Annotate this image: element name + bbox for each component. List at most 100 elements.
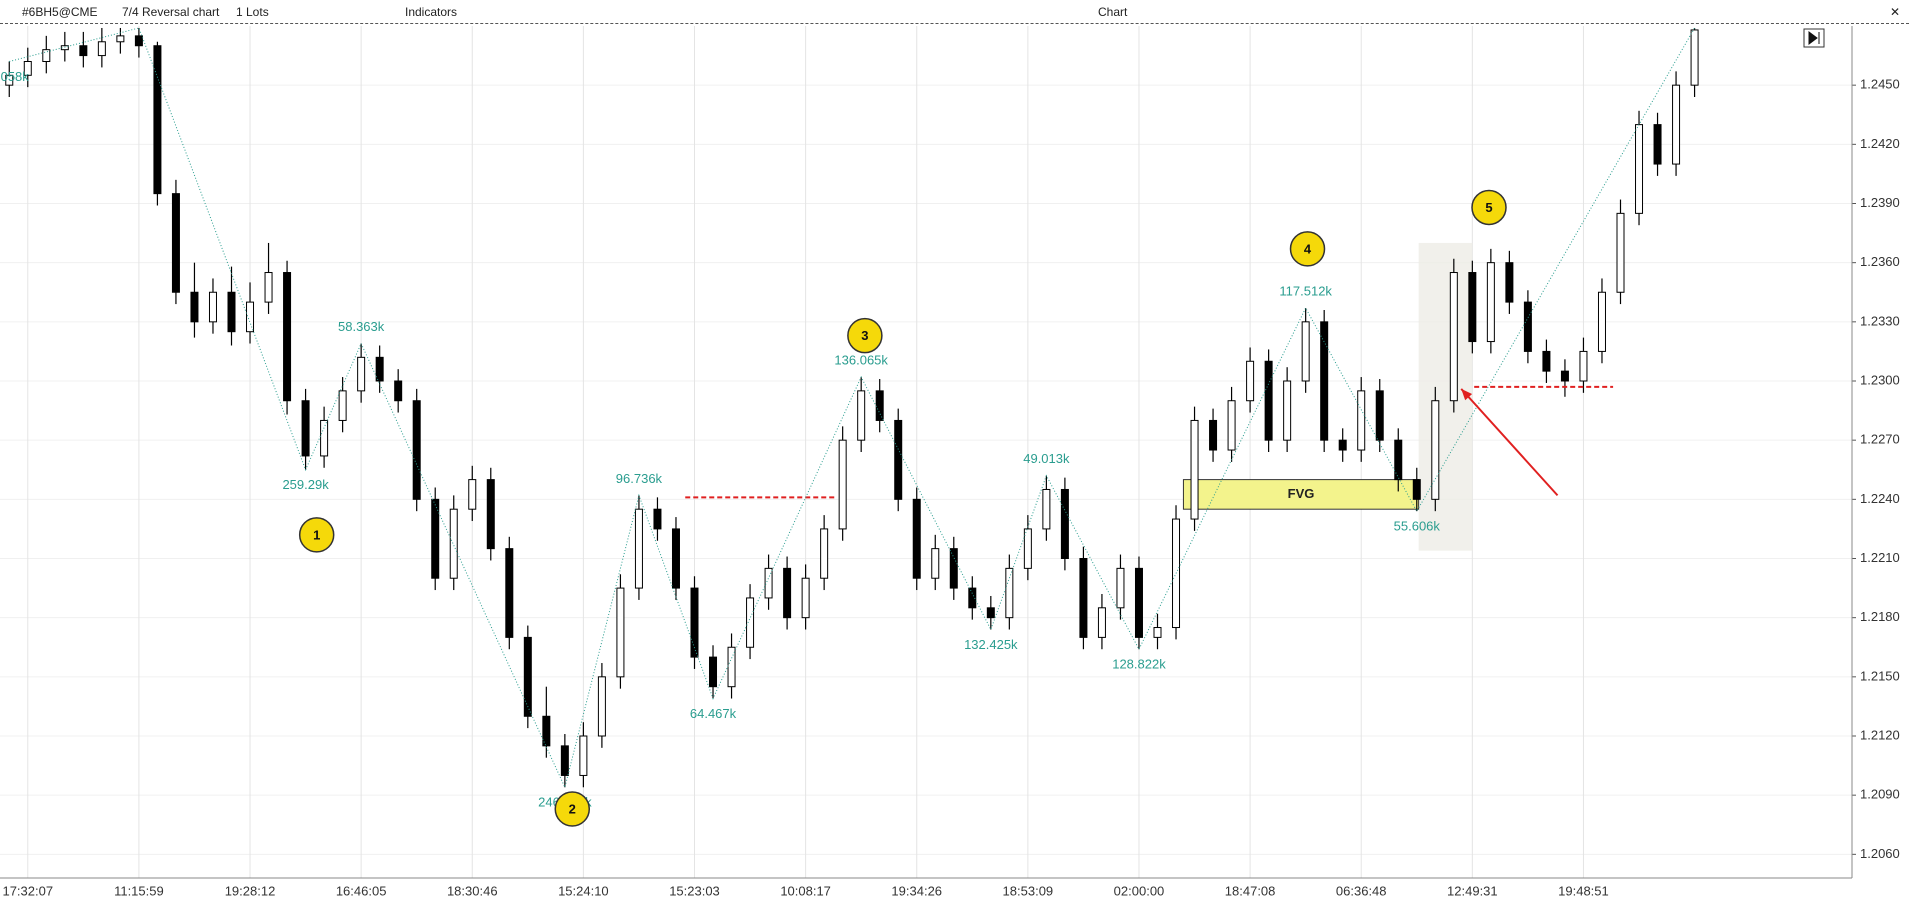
candle-body — [1375, 390, 1384, 441]
candle-body — [1209, 419, 1218, 451]
candle-body — [764, 567, 773, 599]
candle-body — [1338, 439, 1347, 451]
candle-body — [264, 272, 273, 303]
y-tick-label: 1.2210 — [1860, 550, 1900, 565]
candle-body — [912, 498, 921, 579]
x-tick-label: 18:47:08 — [1225, 883, 1276, 898]
candle-body — [875, 390, 884, 421]
candle-body — [597, 676, 606, 737]
volume-label: 64.467k — [690, 706, 737, 721]
candle-body — [1597, 291, 1606, 352]
candle-body — [283, 272, 292, 402]
candle-body — [1486, 262, 1495, 343]
candle-body — [153, 45, 162, 195]
candle-body — [5, 74, 14, 86]
candle-body — [375, 356, 384, 382]
candle-body — [1523, 301, 1532, 352]
candle-body — [1560, 370, 1569, 382]
wave-marker — [847, 317, 883, 354]
fvg-box — [1182, 479, 1420, 510]
candle-body — [1227, 400, 1236, 451]
candle-body — [1153, 627, 1162, 638]
candle-body — [1023, 528, 1032, 569]
volume-label: 132.425k — [964, 637, 1018, 652]
candle-body — [1542, 350, 1551, 372]
x-tick-label: 15:24:10 — [558, 883, 609, 898]
x-tick-label: 10:08:17 — [780, 883, 831, 898]
candle-body — [1264, 360, 1273, 441]
x-tick-label: 17:32:07 — [2, 883, 53, 898]
candle-body — [97, 41, 106, 57]
candle-body — [653, 508, 662, 530]
candle-body — [1301, 321, 1310, 382]
indicators[interactable]: Indicators — [405, 5, 458, 19]
candle-body — [60, 45, 69, 51]
candle-body — [431, 498, 440, 579]
candle-body — [134, 35, 143, 47]
candle-body — [1394, 439, 1403, 481]
x-tick-label: 02:00:00 — [1114, 883, 1165, 898]
window-title: Chart — [1098, 5, 1128, 19]
y-tick-label: 1.2330 — [1860, 313, 1900, 328]
candle-body — [857, 390, 866, 441]
candle-body — [986, 607, 995, 619]
y-tick-label: 1.2120 — [1860, 727, 1900, 742]
arrow-head — [1461, 388, 1473, 401]
candle-body — [1190, 419, 1199, 520]
candle-body — [1060, 488, 1069, 560]
highlight-zone — [1418, 242, 1473, 551]
candle-body — [1097, 607, 1106, 638]
x-tick-label: 06:36:48 — [1336, 883, 1387, 898]
arrow-shaft — [1460, 388, 1559, 497]
candle-body — [246, 301, 255, 333]
candle-body — [690, 587, 699, 658]
candle-body — [42, 49, 51, 63]
candle-body — [1042, 488, 1051, 530]
y-tick-label: 1.2450 — [1860, 77, 1900, 92]
x-tick-label: 18:53:09 — [1003, 883, 1054, 898]
candle-body — [542, 715, 551, 747]
candle-body — [579, 735, 588, 776]
candle-body — [79, 45, 88, 57]
candle-body — [801, 577, 810, 619]
lots[interactable]: 1 Lots — [236, 5, 269, 19]
zigzag-line — [9, 27, 1696, 789]
volume-label: 259.29k — [282, 477, 329, 492]
scroll-end-icon — [1808, 31, 1820, 45]
candle-body — [820, 528, 829, 579]
wave-marker-label: 3 — [861, 328, 868, 343]
candle-body — [560, 745, 569, 776]
candle-body — [523, 636, 532, 717]
candle-body — [171, 193, 180, 293]
candle-body — [1672, 84, 1681, 165]
candle-body — [357, 356, 366, 392]
candle-body — [1134, 567, 1143, 638]
x-tick-label: 15:23:03 — [669, 883, 720, 898]
x-tick-label: 19:34:26 — [891, 883, 942, 898]
chart-type[interactable]: 7/4 Reversal chart — [122, 5, 220, 19]
candle-body — [671, 528, 680, 589]
candle-body — [1246, 360, 1255, 402]
volume-label: 49.013k — [1023, 451, 1070, 466]
symbol[interactable]: #6BH5@CME — [22, 5, 98, 19]
x-tick-label: 19:48:51 — [1558, 883, 1609, 898]
y-tick-label: 1.2060 — [1860, 846, 1900, 861]
x-tick-label: 16:46:05 — [336, 883, 387, 898]
wave-marker — [298, 517, 335, 553]
candle-body — [301, 400, 310, 457]
candle-body — [1412, 479, 1421, 500]
candle-body — [1357, 390, 1366, 451]
candle-body — [709, 656, 718, 688]
candle-body — [1616, 212, 1625, 293]
volume-label: 58.363k — [338, 319, 385, 334]
wave-marker-label: 5 — [1485, 200, 1492, 215]
candle-body — [949, 548, 958, 589]
candle-body — [320, 419, 329, 457]
wave-marker-label: 1 — [313, 527, 320, 542]
close-button[interactable]: ✕ — [1890, 5, 1901, 19]
x-tick-label: 19:28:12 — [225, 883, 276, 898]
wave-marker — [1289, 231, 1326, 267]
candle-body — [1468, 272, 1477, 343]
wave-marker — [554, 791, 591, 827]
